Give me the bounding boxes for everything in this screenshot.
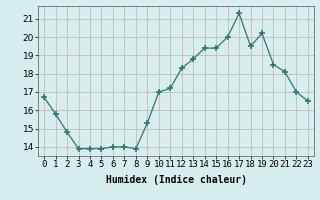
X-axis label: Humidex (Indice chaleur): Humidex (Indice chaleur): [106, 175, 246, 185]
